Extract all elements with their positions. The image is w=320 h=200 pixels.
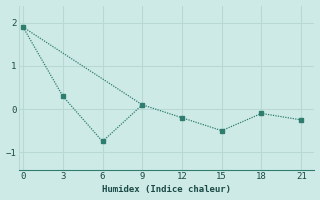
X-axis label: Humidex (Indice chaleur): Humidex (Indice chaleur) — [102, 185, 231, 194]
